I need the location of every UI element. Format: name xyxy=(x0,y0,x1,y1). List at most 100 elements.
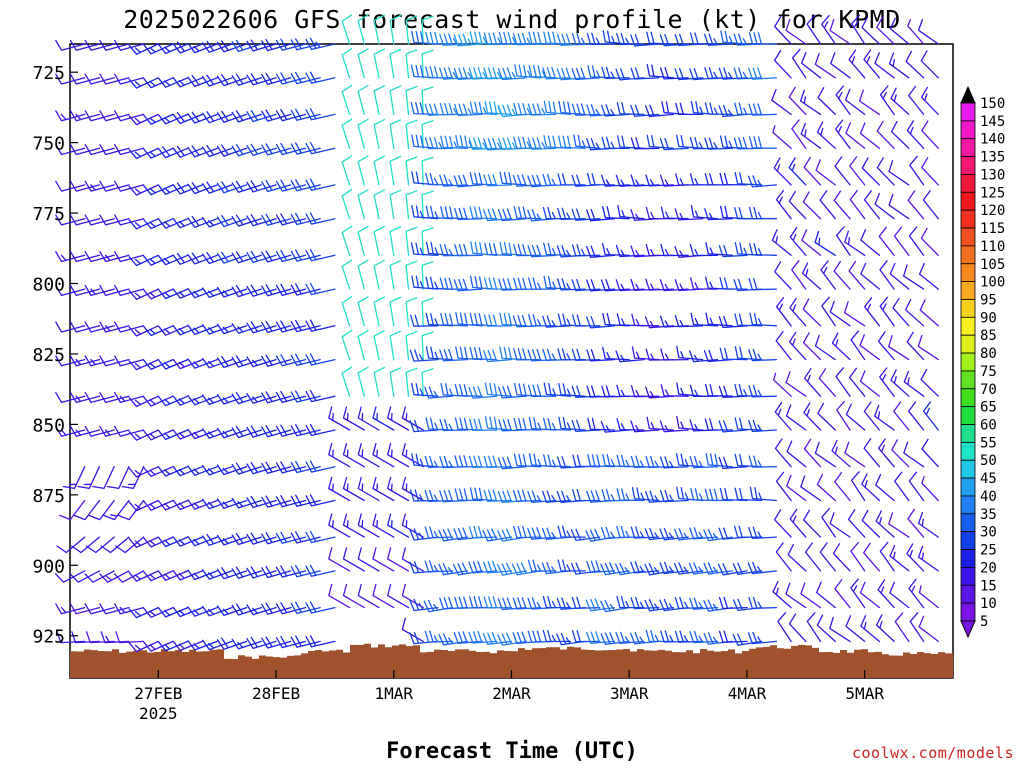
wind-barb xyxy=(497,385,527,399)
wind-barb xyxy=(587,65,616,79)
wind-barb xyxy=(231,638,262,650)
wind-barb xyxy=(903,441,925,468)
wind-barb xyxy=(55,391,86,404)
wind-barb xyxy=(542,348,572,361)
wind-barb xyxy=(921,476,939,502)
wind-barb xyxy=(216,40,248,53)
wind-barb xyxy=(917,545,939,572)
wind-barb xyxy=(357,259,369,290)
wind-barb xyxy=(543,100,572,116)
wind-barb xyxy=(800,122,822,149)
speed-colorbar: 1501451401351301251201151101051009590858… xyxy=(960,85,1005,639)
wind-barb xyxy=(659,33,689,47)
wind-barb xyxy=(616,454,645,468)
wind-barb xyxy=(785,371,807,397)
wind-barb xyxy=(747,561,778,575)
wind-barb xyxy=(246,214,277,227)
colorbar-swatch xyxy=(960,477,976,497)
wind-barb xyxy=(719,172,748,186)
wind-barb xyxy=(785,404,807,431)
wind-barb xyxy=(453,33,483,47)
wind-barb xyxy=(864,297,881,327)
colorbar-swatch xyxy=(960,102,976,122)
wind-barb xyxy=(788,190,807,220)
wind-barb xyxy=(863,401,881,431)
wind-barb xyxy=(290,565,321,578)
wind-barb xyxy=(918,585,939,609)
wind-barb xyxy=(100,536,130,554)
wind-barb xyxy=(389,226,402,256)
wind-barb xyxy=(848,49,866,79)
wind-barb xyxy=(231,39,262,53)
wind-barb xyxy=(918,615,939,643)
wind-barb xyxy=(528,277,557,290)
wind-barb xyxy=(261,532,292,545)
wind-barb xyxy=(389,189,402,220)
wind-barb xyxy=(844,441,866,468)
wind-barb xyxy=(849,367,866,397)
wind-barb xyxy=(231,532,262,546)
wind-barb xyxy=(800,51,822,79)
colorbar-swatch xyxy=(960,459,976,479)
wind-barb xyxy=(410,64,439,79)
wind-barb xyxy=(373,189,385,220)
wind-barb xyxy=(907,19,925,45)
wind-barb xyxy=(246,284,277,297)
wind-barb xyxy=(231,180,262,193)
wind-barb xyxy=(835,226,851,256)
wind-barb xyxy=(88,499,115,521)
wind-barb xyxy=(834,578,851,609)
wind-barb xyxy=(801,262,822,290)
wind-barb xyxy=(275,213,307,226)
wind-barb xyxy=(720,30,748,45)
wind-barb xyxy=(689,527,719,540)
wind-barb xyxy=(409,598,439,612)
wind-barb xyxy=(231,603,262,616)
x-tick-label: 28FEB xyxy=(252,684,300,703)
wind-barb xyxy=(121,466,145,490)
wind-barb xyxy=(424,455,454,469)
wind-barb xyxy=(748,32,778,45)
wind-barb xyxy=(918,262,939,290)
wind-barb xyxy=(454,243,483,257)
wind-barb xyxy=(689,350,719,363)
x-axis-label: Forecast Time (UTC) xyxy=(386,739,638,764)
wind-barb xyxy=(831,439,851,468)
colorbar-swatch xyxy=(960,263,976,283)
wind-barb xyxy=(468,386,498,399)
wind-barb xyxy=(401,442,424,468)
wind-barb xyxy=(103,499,130,521)
wind-barb xyxy=(748,67,778,80)
colorbar-swatch xyxy=(960,120,976,140)
wind-barb xyxy=(438,528,469,542)
wind-barb xyxy=(673,562,704,575)
wind-barb xyxy=(452,562,483,576)
wind-barb xyxy=(645,206,675,220)
colorbar-swatch xyxy=(960,388,976,408)
wind-barb xyxy=(659,456,689,469)
wind-barb xyxy=(290,212,321,226)
wind-barb xyxy=(421,49,434,79)
wind-barb xyxy=(630,278,660,292)
wind-barb xyxy=(261,636,292,649)
wind-barb xyxy=(55,39,86,51)
wind-barb xyxy=(421,227,434,256)
wind-barb xyxy=(557,207,586,221)
wind-barb xyxy=(305,178,336,191)
wind-barb xyxy=(216,110,248,123)
wind-barb xyxy=(357,14,369,45)
wind-barb xyxy=(919,299,939,327)
y-tick-label: 850 xyxy=(32,415,65,436)
wind-barb xyxy=(342,442,365,468)
wind-barb xyxy=(357,442,380,468)
wind-barb xyxy=(630,67,660,80)
wind-barb xyxy=(305,530,336,544)
wind-barb xyxy=(468,67,498,80)
wind-barb xyxy=(261,72,292,86)
wind-barb xyxy=(616,525,645,539)
wind-barb xyxy=(246,180,277,193)
wind-barb xyxy=(834,471,851,502)
wind-barb xyxy=(586,560,616,574)
wind-barb xyxy=(527,244,557,258)
wind-barb xyxy=(290,108,321,121)
